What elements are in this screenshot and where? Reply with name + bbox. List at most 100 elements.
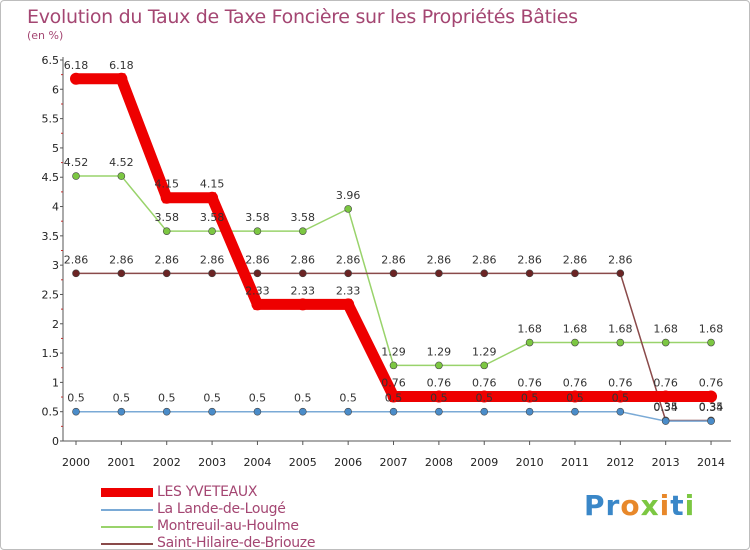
data-point-les-yveteaux: [160, 191, 173, 204]
data-point-les-yveteaux: [296, 298, 309, 311]
data-label-montreuil-au-houlme: 1.29: [381, 345, 406, 358]
data-label-les-yveteaux: 0.76: [699, 376, 724, 389]
y-tick-label: 2.5: [42, 288, 60, 301]
data-label-les-yveteaux: 2.33: [245, 284, 270, 297]
x-tick-label: 2000: [62, 456, 90, 469]
legend-label-saint-hilaire-de-briouze: Saint-Hilaire-de-Briouze: [157, 535, 316, 550]
data-label-la-lande-de-louge: 0.5: [430, 392, 448, 405]
data-label-montreuil-au-houlme: 3.58: [291, 211, 316, 224]
legend-swatch-montreuil-au-houlme: [101, 526, 153, 528]
data-point-les-yveteaux: [705, 390, 718, 403]
data-label-montreuil-au-houlme: 1.68: [608, 323, 633, 336]
data-label-montreuil-au-houlme: 3.58: [245, 211, 270, 224]
legend-swatch-la-lande-de-louge: [101, 509, 153, 511]
data-point-les-yveteaux: [432, 390, 445, 403]
x-tick-label: 2008: [425, 456, 453, 469]
data-point-les-yveteaux: [115, 72, 128, 85]
x-tick-label: 2006: [334, 456, 362, 469]
data-point-les-yveteaux: [478, 390, 491, 403]
data-point-les-yveteaux: [70, 72, 82, 85]
data-label-la-lande-de-louge: 0.5: [385, 392, 403, 405]
data-point-saint-hilaire-de-briouze: [616, 269, 625, 278]
data-point-les-yveteaux: [614, 390, 627, 403]
x-tick-label: 2002: [153, 456, 181, 469]
y-tick-label: 1.5: [42, 347, 60, 360]
brand-letter: P: [584, 489, 606, 522]
y-tick-label: 6: [52, 83, 59, 96]
data-label-montreuil-au-houlme: 4.52: [64, 156, 89, 169]
data-point-montreuil-au-houlme: [162, 227, 171, 235]
data-point-saint-hilaire-de-briouze: [344, 269, 352, 278]
data-label-les-yveteaux: 0.76: [608, 376, 633, 389]
data-point-saint-hilaire-de-briouze: [525, 269, 534, 278]
data-point-montreuil-au-houlme: [571, 338, 579, 347]
x-tick-label: 2001: [107, 456, 135, 469]
data-point-montreuil-au-houlme: [480, 361, 489, 370]
x-tick-label: 2004: [243, 456, 271, 469]
data-label-saint-hilaire-de-briouze: 2.86: [245, 253, 270, 266]
data-label-les-yveteaux: 6.18: [64, 59, 89, 72]
y-tick-label: 4: [52, 201, 59, 214]
data-point-montreuil-au-houlme: [117, 172, 126, 180]
data-label-montreuil-au-houlme: 1.68: [563, 323, 588, 336]
data-label-les-yveteaux: 0.76: [381, 376, 406, 389]
brand-letter: o: [620, 489, 641, 522]
data-point-saint-hilaire-de-briouze: [162, 269, 171, 278]
data-point-la-lande-de-louge: [571, 407, 579, 416]
data-point-montreuil-au-houlme: [389, 361, 398, 370]
data-point-les-yveteaux: [342, 298, 355, 311]
data-point-montreuil-au-houlme: [253, 227, 262, 235]
x-tick-label: 2005: [289, 456, 317, 469]
unit-label: (en %): [27, 29, 64, 42]
data-point-la-lande-de-louge: [208, 407, 216, 416]
y-tick-label: 0: [52, 435, 59, 448]
data-point-la-lande-de-louge: [707, 417, 715, 425]
x-tick-label: 2010: [516, 456, 544, 469]
x-tick-label: 2012: [606, 456, 634, 469]
data-label-les-yveteaux: 4.15: [200, 178, 225, 191]
data-label-montreuil-au-houlme: 4.52: [109, 156, 134, 169]
data-point-la-lande-de-louge: [344, 407, 352, 416]
data-point-montreuil-au-houlme: [661, 338, 670, 347]
data-label-saint-hilaire-de-briouze: 2.86: [291, 253, 316, 266]
data-point-les-yveteaux: [568, 390, 581, 403]
data-label-saint-hilaire-de-briouze: 2.86: [608, 253, 633, 266]
x-tick-label: 2007: [380, 456, 408, 469]
data-label-montreuil-au-houlme: 1.29: [472, 345, 497, 358]
legend-swatch-saint-hilaire-de-briouze: [101, 543, 153, 545]
data-point-la-lande-de-louge: [72, 407, 80, 416]
data-label-saint-hilaire-de-briouze: 0.35: [699, 400, 724, 413]
data-label-montreuil-au-houlme: 1.68: [653, 323, 678, 336]
data-label-les-yveteaux: 0.76: [653, 376, 678, 389]
x-tick-label: 2011: [561, 456, 589, 469]
data-label-saint-hilaire-de-briouze: 2.86: [109, 253, 134, 266]
brand-letter: r: [605, 489, 621, 522]
data-label-saint-hilaire-de-briouze: 2.86: [427, 253, 452, 266]
brand-logo: Proxiti: [584, 489, 695, 522]
data-point-la-lande-de-louge: [661, 417, 670, 425]
y-tick-label: 0.5: [42, 406, 60, 419]
x-tick-label: 2013: [652, 456, 680, 469]
x-tick-label: 2014: [697, 456, 725, 469]
legend-label-montreuil-au-houlme: Montreuil-au-Houlme: [157, 518, 299, 534]
data-point-la-lande-de-louge: [525, 407, 534, 416]
data-point-les-yveteaux: [251, 298, 264, 311]
x-tick-label: 2009: [470, 456, 498, 469]
data-point-saint-hilaire-de-briouze: [480, 269, 489, 278]
data-label-les-yveteaux: 0.76: [563, 376, 588, 389]
legend-label-la-lande-de-louge: La Lande-de-Lougé: [157, 501, 286, 517]
y-tick-label: 2: [52, 318, 59, 331]
data-label-la-lande-de-louge: 0.5: [203, 392, 221, 405]
data-point-la-lande-de-louge: [298, 407, 307, 416]
data-point-les-yveteaux: [523, 390, 536, 403]
data-point-saint-hilaire-de-briouze: [571, 269, 579, 278]
data-label-la-lande-de-louge: 0.5: [113, 392, 131, 405]
data-point-montreuil-au-houlme: [707, 338, 715, 347]
data-label-la-lande-de-louge: 0.34: [699, 401, 724, 414]
brand-letter: i: [684, 489, 696, 522]
data-point-montreuil-au-houlme: [72, 172, 80, 180]
data-point-saint-hilaire-de-briouze: [389, 269, 398, 278]
data-label-saint-hilaire-de-briouze: 2.86: [200, 253, 225, 266]
